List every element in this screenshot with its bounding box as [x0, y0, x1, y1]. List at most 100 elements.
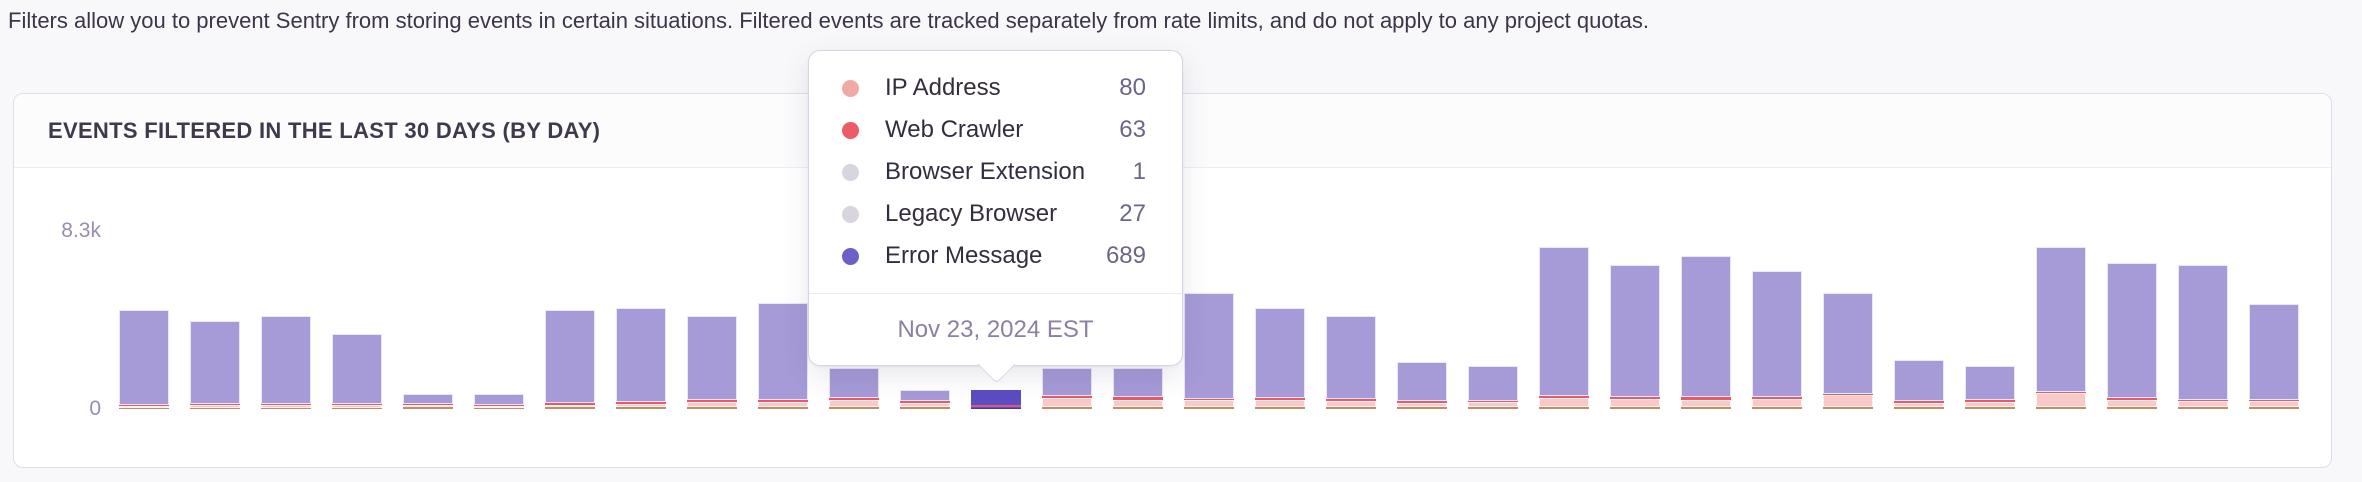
- bar-segment-legacy: [2107, 407, 2157, 409]
- bar-segment-error: [1397, 361, 1447, 401]
- series-label: Web Crawler: [885, 116, 1024, 143]
- bar-segment-error: [616, 307, 666, 402]
- chart-bar[interactable]: [190, 320, 240, 409]
- series-color-dot: [842, 247, 859, 265]
- bar-segment-crawler: [1965, 400, 2015, 402]
- chart-bar[interactable]: [1468, 365, 1518, 409]
- tooltip-row: Web Crawler 63: [842, 109, 1146, 151]
- bar-segment-legacy: [687, 407, 737, 409]
- bar-segment-ip: [474, 406, 524, 408]
- chart-bar[interactable]: [616, 307, 666, 409]
- bar-segment-error: [261, 316, 311, 404]
- chart-bar[interactable]: [1539, 247, 1589, 409]
- bar-segment-error: [545, 309, 595, 403]
- bar-segment-legacy: [1397, 407, 1447, 409]
- bar-segment-crawler: [190, 404, 240, 405]
- bar-segment-error: [1042, 368, 1092, 396]
- bar-segment-crawler: [2036, 392, 2086, 393]
- bar-segment-error: [687, 316, 737, 400]
- bar-segment-crawler: [1468, 401, 1518, 402]
- chart-bar[interactable]: [1326, 316, 1376, 409]
- chart-bar[interactable]: [1965, 365, 2015, 409]
- bar-segment-error: [900, 389, 950, 401]
- bar-segment-crawler: [1184, 399, 1234, 400]
- bar-segment-error: [190, 320, 240, 404]
- filtered-events-bar-chart: 8.3k 0: [14, 168, 2331, 468]
- chart-bar[interactable]: [1610, 264, 1660, 409]
- bar-segment-legacy: [1965, 407, 2015, 409]
- chart-tooltip: IP Address 80 Web Crawler 63 Browser Extensi…: [808, 50, 1183, 366]
- bar-segment-error: [2249, 303, 2299, 400]
- chart-bar[interactable]: [1184, 292, 1234, 409]
- bar-segment-error: [403, 393, 453, 404]
- chart-bar[interactable]: [687, 316, 737, 409]
- chart-bar[interactable]: [1752, 271, 1802, 409]
- bar-segment-crawler: [1397, 401, 1447, 403]
- bar-segment-error: [1965, 365, 2015, 400]
- chart-bar[interactable]: [2249, 303, 2299, 409]
- series-color-dot: [842, 205, 859, 223]
- bar-segment-error: [1184, 292, 1234, 399]
- chart-bar[interactable]: [1042, 368, 1092, 409]
- bar-segment-ip: [1965, 402, 2015, 407]
- chart-bar[interactable]: [1113, 368, 1163, 409]
- chart-bar[interactable]: [1894, 359, 1944, 409]
- series-value: 80: [1119, 74, 1146, 101]
- bar-segment-error: [1894, 359, 1944, 401]
- chart-bar[interactable]: [119, 309, 169, 409]
- bar-segment-ip: [190, 405, 240, 408]
- bar-segment-ip: [1184, 400, 1234, 407]
- series-color-dot: [842, 121, 859, 139]
- bar-segment-error: [1610, 264, 1660, 397]
- bar-segment-crawler: [829, 398, 879, 400]
- series-color-dot: [842, 79, 859, 97]
- chart-bar[interactable]: [1255, 307, 1305, 409]
- bar-segment-legacy: [1894, 407, 1944, 409]
- chart-bar[interactable]: [545, 309, 595, 409]
- chart-bar[interactable]: [829, 368, 879, 409]
- bar-segment-error: [1752, 271, 1802, 397]
- bar-segment-crawler: [474, 405, 524, 406]
- chart-bar[interactable]: [332, 333, 382, 409]
- bar-segment-error: [332, 333, 382, 404]
- chart-bar[interactable]: [900, 389, 950, 409]
- chart-bar[interactable]: [2036, 247, 2086, 409]
- bar-segment-legacy: [2178, 407, 2228, 409]
- bar-segment-ip: [758, 402, 808, 407]
- chart-bar[interactable]: [261, 316, 311, 409]
- chart-bar[interactable]: [2178, 264, 2228, 409]
- bar-segment-legacy: [119, 408, 169, 409]
- bar-segment-legacy: [1539, 407, 1589, 409]
- bar-segment-legacy: [2036, 407, 2086, 409]
- chart-bar[interactable]: [1681, 256, 1731, 409]
- series-label: Legacy Browser: [885, 200, 1058, 227]
- bar-segment-error: [1255, 307, 1305, 398]
- bar-segment-crawler: [616, 402, 666, 404]
- chart-bar-highlighted[interactable]: [971, 390, 1021, 409]
- chart-bar[interactable]: [2107, 262, 2157, 409]
- bar-segment-legacy: [2249, 407, 2299, 409]
- tooltip-row: IP Address 80: [842, 67, 1146, 109]
- bar-segment-crawler: [1042, 396, 1092, 398]
- bar-segment-crawler: [119, 405, 169, 406]
- chart-bar[interactable]: [1823, 292, 1873, 409]
- bar-segment-ip: [2249, 401, 2299, 407]
- chart-bar[interactable]: [403, 393, 453, 409]
- panel-title: EVENTS FILTERED IN THE LAST 30 DAYS (BY …: [48, 117, 601, 143]
- bar-segment-ip: [261, 405, 311, 408]
- bar-segment-crawler: [2249, 400, 2299, 401]
- series-label: Error Message: [885, 242, 1043, 269]
- bar-segment-error: [971, 390, 1021, 405]
- chart-bar[interactable]: [474, 393, 524, 409]
- bar-segment-ip: [1681, 400, 1731, 407]
- series-color-dot: [842, 163, 859, 181]
- bar-segment-error: [1539, 247, 1589, 396]
- bar-segment-ip: [1255, 400, 1305, 407]
- bar-segment-error: [474, 393, 524, 405]
- bar-segment-ip: [616, 404, 666, 407]
- bar-segment-ip: [545, 405, 595, 407]
- chart-bar[interactable]: [1397, 361, 1447, 409]
- bar-segment-ip: [1610, 399, 1660, 407]
- bar-segment-legacy: [332, 408, 382, 409]
- chart-bar[interactable]: [758, 303, 808, 409]
